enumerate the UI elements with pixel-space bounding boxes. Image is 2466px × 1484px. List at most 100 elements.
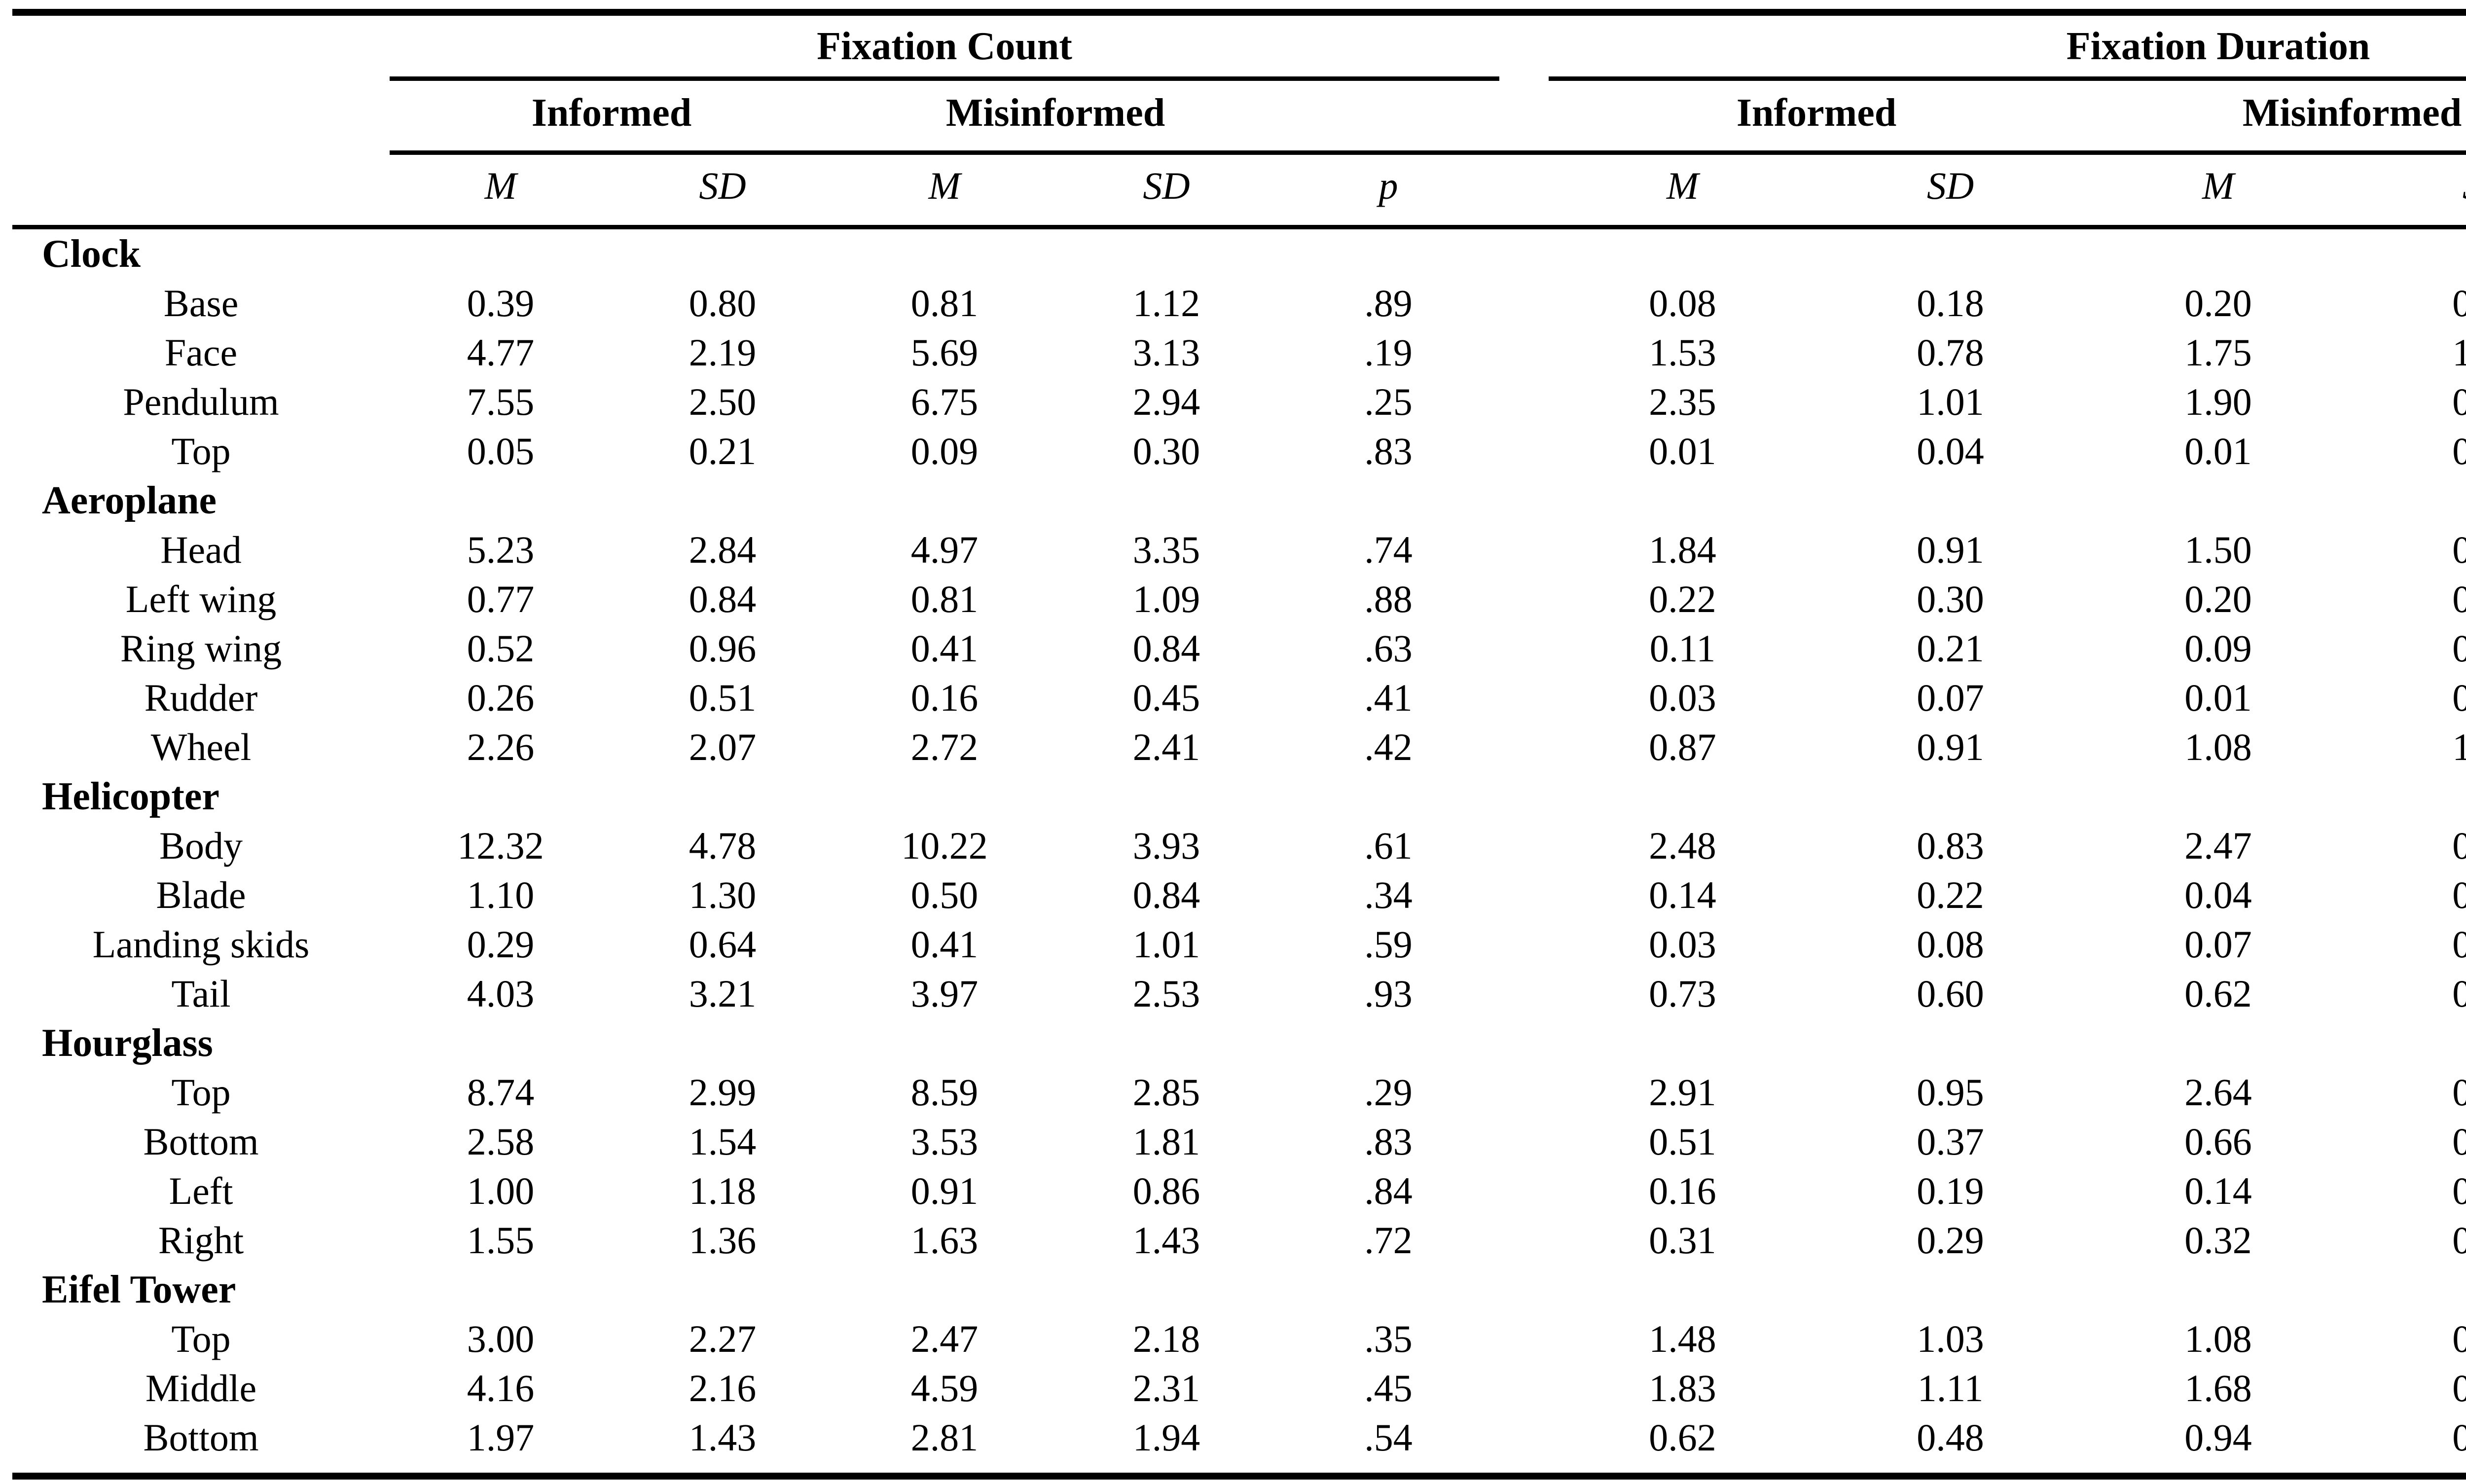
column-gap xyxy=(1499,12,1549,79)
value-cell: 2.84 xyxy=(689,528,757,572)
value-cell: 1.01 xyxy=(1132,923,1200,966)
value-cell: 1.09 xyxy=(1132,578,1200,621)
group-label: Hourglass xyxy=(42,1021,213,1065)
row-label: Ring wing xyxy=(120,627,282,670)
column-gap xyxy=(1499,821,1549,870)
empty-cell xyxy=(1277,227,1499,279)
row-label: Top xyxy=(171,430,231,473)
empty-cell xyxy=(2352,772,2466,821)
value-cell: .54 xyxy=(1364,1416,1413,1459)
value-cell: 1.01 xyxy=(1917,380,1984,424)
empty-cell xyxy=(1816,1018,2084,1068)
value-cell: 1.68 xyxy=(2184,1367,2252,1410)
empty-cell xyxy=(834,1018,1055,1068)
value-cell: .35 xyxy=(1364,1317,1413,1361)
value-cell: 0.81 xyxy=(910,282,979,325)
empty-cell xyxy=(1055,1265,1277,1314)
value-cell: 1.03 xyxy=(1917,1317,1984,1361)
value-cell: 1.54 xyxy=(689,1120,757,1163)
value-cell: .83 xyxy=(1364,1120,1413,1163)
section-header-row: Fixation Count Fixation Duration xyxy=(12,12,2466,81)
empty-cell xyxy=(390,1265,612,1314)
table-row: Top0.050.210.090.30.830.010.040.010.05.1… xyxy=(12,427,2466,476)
value-cell: 1.84 xyxy=(1649,528,1716,572)
value-cell: 0.98 xyxy=(2452,824,2466,868)
row-label: Top xyxy=(171,1071,231,1114)
column-gap xyxy=(1499,920,1549,969)
group-row: Eifel Tower xyxy=(12,1265,2466,1314)
value-cell: 0.62 xyxy=(1649,1416,1716,1459)
condition-spacer-fc xyxy=(1277,78,1500,155)
value-cell: 0.22 xyxy=(1917,873,1984,917)
stub-header-cell xyxy=(12,79,390,153)
value-cell: .63 xyxy=(1364,627,1413,670)
value-cell: 1.90 xyxy=(2184,380,2252,424)
section-title-fixation-duration: Fixation Duration xyxy=(1549,12,2466,81)
value-cell: 2.26 xyxy=(467,725,535,769)
column-gap xyxy=(1499,969,1549,1018)
table-row: Body 12.32 4.78 10.22 3.93 .61 2.48 0.83 2.47 0.9… xyxy=(12,821,2466,870)
value-cell: 1.07 xyxy=(2452,725,2466,769)
value-cell: 10.22 xyxy=(901,824,988,868)
row-label: Face xyxy=(164,331,238,374)
empty-cell xyxy=(1816,772,2084,821)
value-cell: 0.31 xyxy=(1649,1219,1716,1262)
value-cell: 0.03 xyxy=(1649,676,1716,720)
value-cell: 1.55 xyxy=(467,1219,535,1262)
empty-cell xyxy=(2084,1265,2352,1314)
value-cell: 0.14 xyxy=(1649,873,1716,917)
row-label: Head xyxy=(160,528,242,572)
value-cell: 0.18 xyxy=(1917,282,1984,325)
col-header-sd-misinformed-fd: SD xyxy=(2352,152,2466,229)
table-row: Face4.772.195.693.13.191.530.781.751.00.… xyxy=(12,328,2466,377)
value-cell: 0.20 xyxy=(2184,578,2252,621)
value-cell: 0.29 xyxy=(467,923,535,966)
value-cell: 0.84 xyxy=(1132,873,1200,917)
row-label: Pendulum xyxy=(123,380,279,424)
column-gap xyxy=(1499,1413,1549,1462)
table-row: Left1.001.180.910.86.840.160.190.140.14.… xyxy=(12,1166,2466,1216)
value-cell: 3.13 xyxy=(1132,331,1200,374)
value-cell: 2.64 xyxy=(2184,1071,2252,1114)
empty-cell xyxy=(1816,476,2084,525)
group-row: Aeroplane xyxy=(12,476,2466,525)
value-cell: 0.39 xyxy=(467,282,535,325)
column-gap xyxy=(1499,1216,1549,1265)
row-label: Left wing xyxy=(125,578,277,621)
column-gap xyxy=(1499,575,1549,624)
value-cell: 0.77 xyxy=(467,578,535,621)
value-cell: 0.26 xyxy=(467,676,535,720)
value-cell: 1.18 xyxy=(689,1169,757,1213)
row-label: Rudder xyxy=(144,676,258,720)
value-cell: 0.14 xyxy=(2452,1169,2466,1213)
table-row: Tail4.033.213.972.53.930.730.600.620.45.… xyxy=(12,969,2466,1018)
value-cell: 2.31 xyxy=(1132,1367,1200,1410)
value-cell: 0.80 xyxy=(689,282,757,325)
value-cell: 0.41 xyxy=(910,923,979,966)
column-gap xyxy=(1499,328,1549,377)
value-cell: 2.35 xyxy=(1649,380,1716,424)
value-cell: .61 xyxy=(1364,824,1413,868)
value-cell: 4.97 xyxy=(910,528,979,572)
value-cell: .93 xyxy=(1364,972,1413,1015)
value-cell: 0.11 xyxy=(1649,627,1716,670)
value-cell: 0.89 xyxy=(2452,1317,2466,1361)
value-cell: 2.91 xyxy=(1649,1071,1716,1114)
value-cell: 0.66 xyxy=(2184,1120,2252,1163)
value-cell: 2.48 xyxy=(1649,824,1716,868)
value-cell: 0.64 xyxy=(689,923,757,966)
value-cell: 0.95 xyxy=(1917,1071,1984,1114)
value-cell: 0.62 xyxy=(2184,972,2252,1015)
empty-cell xyxy=(1277,1265,1499,1314)
value-cell: .25 xyxy=(1364,380,1413,424)
value-cell: 2.85 xyxy=(1132,1071,1200,1114)
value-cell: .42 xyxy=(1364,725,1413,769)
row-label: Blade xyxy=(156,873,246,917)
condition-misinformed-fc: Misinformed xyxy=(834,78,1277,155)
empty-cell xyxy=(1055,772,1277,821)
stub-header-cell xyxy=(12,12,390,79)
value-cell: 0.07 xyxy=(1917,676,1984,720)
column-gap xyxy=(1499,78,1549,155)
value-cell: 0.45 xyxy=(2452,972,2466,1015)
table-row: Middle 4.16 2.16 4.59 2.31 .45 1.83 1.11 1.68 0.8… xyxy=(12,1364,2466,1413)
